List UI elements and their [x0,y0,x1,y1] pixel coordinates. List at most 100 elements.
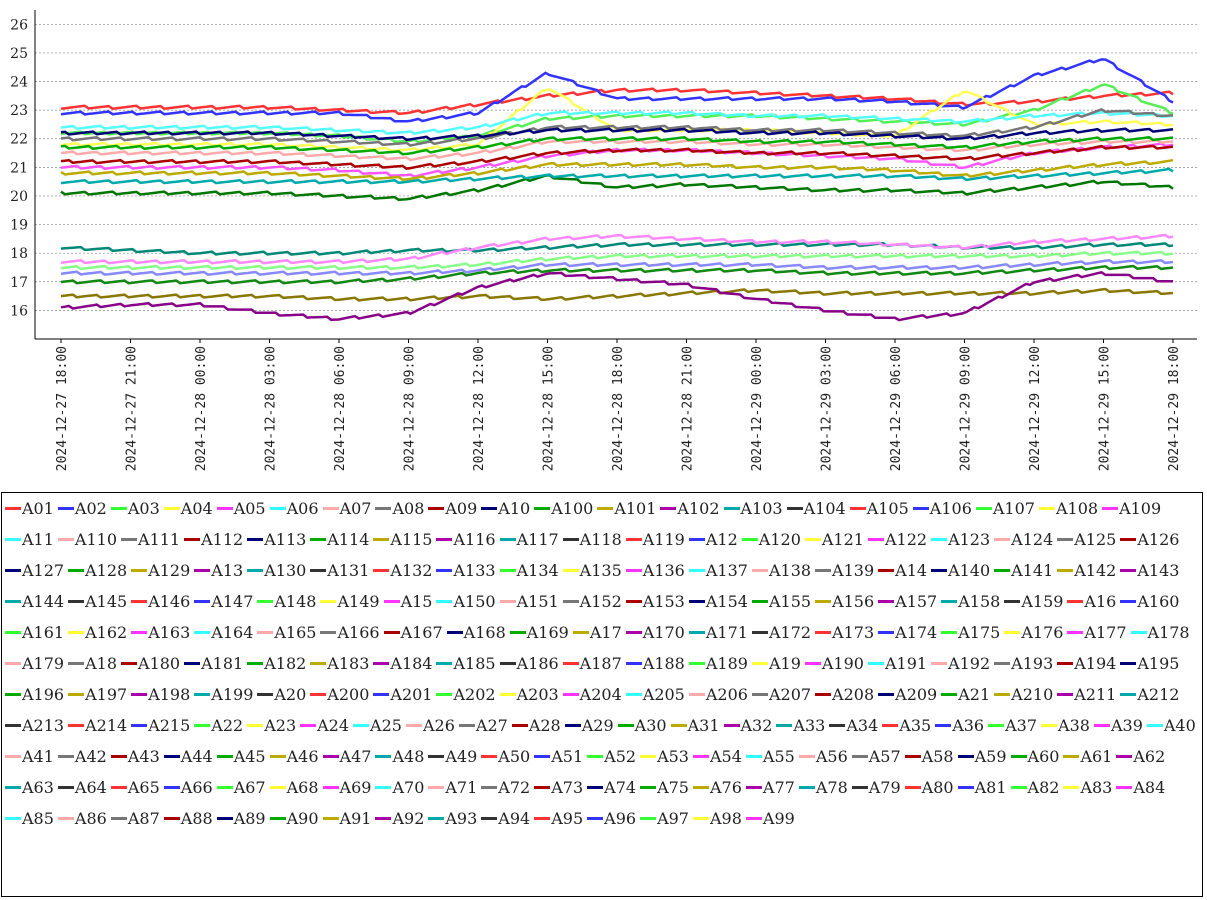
legend-swatch [436,693,453,696]
legend-item: A140 [931,555,990,586]
legend-swatch [446,631,463,634]
legend-label: A92 [392,809,425,828]
legend-swatch [688,600,705,603]
legend-item: A91 [322,803,371,834]
legend-label: A88 [180,809,213,828]
legend-label: A106 [929,499,972,518]
legend-item: A124 [994,524,1053,555]
legend-item: A142 [1057,555,1116,586]
legend-swatch [184,662,201,665]
legend-swatch [499,662,516,665]
legend-swatch [1057,693,1074,696]
legend-swatch [428,786,445,789]
legend-item: A137 [688,555,748,586]
legend-item: A199 [194,679,253,710]
legend-swatch [1120,600,1137,603]
legend-item: A25 [353,710,402,741]
legend-swatch [751,693,768,696]
legend-item: A35 [882,710,931,741]
series-line-a14 [60,167,1174,185]
legend-label: A114 [327,530,370,549]
legend-swatch [110,786,127,789]
legend-swatch [5,507,21,510]
legend-item: A107 [975,493,1035,524]
legend-swatch [994,693,1011,696]
y-tick-label: 16 [10,303,28,319]
legend-label: A178 [1147,623,1190,642]
legend-label: A100 [551,499,594,518]
legend-item: A73 [534,772,583,803]
legend-swatch [904,755,921,758]
legend-swatch [587,786,604,789]
legend-swatch [1057,569,1074,572]
legend-item: A136 [625,555,685,586]
legend-item: A62 [1116,741,1165,772]
legend-swatch [383,600,400,603]
legend-swatch [110,507,127,510]
legend-swatch [625,569,642,572]
legend-item: A171 [688,617,748,648]
legend-swatch [1120,569,1137,572]
legend-label: A44 [180,747,213,766]
legend-swatch [692,817,709,820]
legend-swatch [310,693,327,696]
legend-item: A149 [320,586,380,617]
legend-label: A189 [705,654,748,673]
legend-label: A96 [604,809,637,828]
legend-label: A196 [22,685,65,704]
legend-label: A41 [22,747,54,766]
legend-swatch [564,724,581,727]
legend-swatch [5,662,21,665]
legend-label: A39 [1110,716,1143,735]
legend-item: A122 [867,524,927,555]
legend-item: A49 [428,741,477,772]
legend-swatch [798,755,815,758]
legend-swatch [625,662,642,665]
legend-item: A89 [216,803,266,834]
legend-swatch [1004,600,1021,603]
legend-swatch [723,724,740,727]
legend-swatch [670,724,687,727]
legend-item: A201 [373,679,432,710]
legend-swatch [562,538,579,541]
legend-item: A184 [373,648,432,679]
legend-item: A79 [851,772,901,803]
legend-swatch [5,755,21,758]
legend-item: A150 [436,586,496,617]
y-tick-label: 24 [10,75,28,91]
legend-swatch [1116,755,1133,758]
legend-item: A196 [5,679,64,710]
legend-label: A195 [1137,654,1180,673]
legend-label: A109 [1119,499,1162,518]
legend-item: A115 [373,524,432,555]
legend-swatch [1010,786,1027,789]
legend-swatch [931,662,948,665]
legend-label: A13 [211,561,244,580]
legend-item: A01 [5,493,54,524]
legend-swatch [975,507,992,510]
legend-label: A09 [445,499,478,518]
legend-swatch [68,662,85,665]
legend-item: A145 [68,586,127,617]
legend-label: A134 [516,561,559,580]
legend-label: A75 [657,778,689,797]
legend-item: A64 [57,772,107,803]
x-tick-label: 2024-12-28 18:00 [611,346,626,471]
legend-swatch [110,755,127,758]
y-tick-label: 18 [10,246,28,262]
legend-item: A26 [405,710,455,741]
legend-swatch [121,662,138,665]
series-line-a13 [60,173,1174,202]
legend-swatch [499,693,516,696]
legend-label: A38 [1058,716,1090,735]
legend-swatch [941,693,958,696]
legend-item: A29 [564,710,614,741]
legend-label: A67 [233,778,266,797]
legend-swatch [247,724,264,727]
legend-item: A127 [5,555,64,586]
legend-item: A110 [57,524,117,555]
legend-swatch [375,755,392,758]
legend-item: A65 [110,772,160,803]
legend-swatch [723,507,740,510]
legend-swatch [804,538,821,541]
